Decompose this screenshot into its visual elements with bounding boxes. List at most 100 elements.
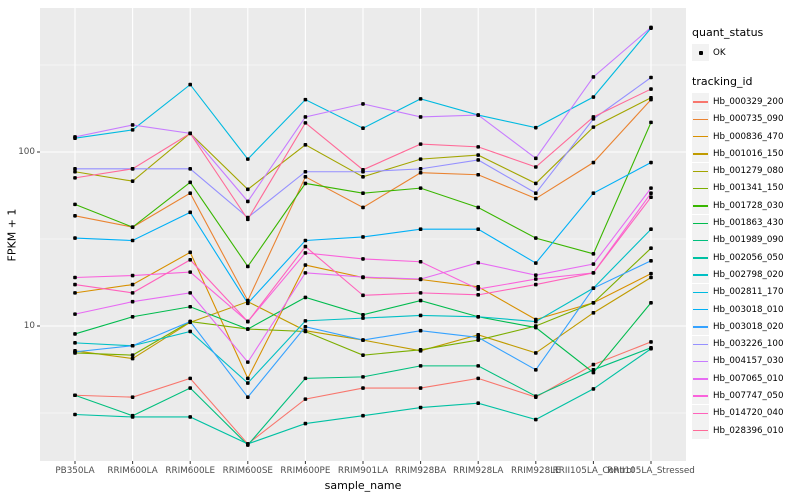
data-point xyxy=(73,236,77,240)
data-point xyxy=(534,319,538,324)
legend-item-Hb_001279_080: Hb_001279_080 xyxy=(692,162,798,180)
line-swatch-icon xyxy=(692,335,709,353)
data-point xyxy=(246,217,250,222)
x-tick-label: RRIM600SE xyxy=(222,466,273,476)
data-point xyxy=(649,275,653,280)
data-point xyxy=(649,75,653,80)
data-point xyxy=(361,102,365,106)
data-point xyxy=(73,332,77,336)
line-swatch-icon xyxy=(692,283,709,301)
line-swatch-icon xyxy=(692,301,709,318)
data-point xyxy=(534,273,538,277)
data-point xyxy=(649,195,653,199)
data-point xyxy=(73,275,77,280)
data-point xyxy=(591,387,596,391)
legend-item-Hb_001016_150: Hb_001016_150 xyxy=(692,145,798,163)
data-point xyxy=(534,165,538,169)
line-swatch-icon xyxy=(692,93,709,111)
data-point xyxy=(361,413,365,418)
data-point xyxy=(534,351,538,355)
data-point xyxy=(188,180,192,185)
legend-item-label: Hb_003018_020 xyxy=(713,321,784,332)
line-swatch-icon xyxy=(692,231,709,249)
data-point xyxy=(476,153,480,157)
data-point xyxy=(130,282,135,287)
data-point xyxy=(361,205,365,210)
legend-item-Hb_004157_030: Hb_004157_030 xyxy=(692,352,798,370)
legend-key-line xyxy=(693,205,708,207)
data-point xyxy=(361,275,365,279)
data-point xyxy=(188,319,192,324)
data-point xyxy=(303,421,308,426)
x-tick-label: RRIM928LE xyxy=(510,466,561,476)
data-point xyxy=(418,347,423,352)
line-swatch-icon xyxy=(692,266,709,284)
data-point xyxy=(130,291,135,295)
data-point xyxy=(591,368,596,372)
legend-item-label: Hb_003018_010 xyxy=(713,304,784,315)
data-point xyxy=(361,126,365,131)
data-point xyxy=(591,286,596,290)
legend-item-label: Hb_002056_050 xyxy=(713,252,784,263)
data-point xyxy=(418,386,423,390)
line-swatch-icon xyxy=(692,197,709,215)
data-point xyxy=(73,202,77,207)
line-swatch-icon xyxy=(692,422,709,440)
data-point xyxy=(188,386,192,390)
legend-item-Hb_002811_170: Hb_002811_170 xyxy=(692,283,798,301)
data-point xyxy=(188,376,192,381)
data-point xyxy=(361,375,365,379)
legend-item-Hb_001728_030: Hb_001728_030 xyxy=(692,197,798,215)
data-point xyxy=(130,395,135,399)
data-point xyxy=(418,97,423,101)
data-point xyxy=(591,262,596,266)
data-point xyxy=(361,191,365,195)
legend-key-line xyxy=(693,222,708,224)
data-point xyxy=(591,311,596,315)
data-point xyxy=(591,95,596,99)
legend-item-label: OK xyxy=(713,47,726,58)
data-point xyxy=(649,227,653,232)
legend-item-Hb_000735_090: Hb_000735_090 xyxy=(692,110,798,128)
data-point xyxy=(649,160,653,165)
legend-key-line xyxy=(693,291,708,294)
data-point xyxy=(591,251,596,256)
data-point xyxy=(476,364,480,368)
data-point xyxy=(418,157,423,161)
data-point xyxy=(188,167,192,171)
data-point xyxy=(303,329,308,334)
x-tick-label: RRII105LA_Control xyxy=(552,466,635,476)
x-tick-label: RRII105LA_Stressed xyxy=(607,466,695,476)
data-point xyxy=(130,343,135,348)
x-tick-label: PB350LA xyxy=(55,466,95,476)
legend-item-label: Hb_001863_430 xyxy=(713,218,784,229)
data-point xyxy=(303,142,308,147)
x-tick-label: RRIM600PE xyxy=(280,466,331,476)
data-point xyxy=(130,225,135,229)
data-point xyxy=(130,299,135,304)
legend-key-line xyxy=(693,309,708,311)
legend-item-label: Hb_014720_040 xyxy=(713,408,784,419)
line-swatch-icon xyxy=(692,214,709,232)
data-point xyxy=(361,338,365,342)
data-point xyxy=(418,291,423,295)
data-point xyxy=(534,282,538,287)
data-point xyxy=(73,213,77,218)
data-point xyxy=(73,350,77,354)
legend: quant_status OK tracking_id Hb_000329_20… xyxy=(692,26,798,440)
data-point xyxy=(476,287,480,291)
data-point xyxy=(418,227,423,232)
data-point xyxy=(246,264,250,269)
legend-item-label: Hb_000836_470 xyxy=(713,131,784,142)
data-point xyxy=(418,167,423,171)
data-point xyxy=(130,123,135,127)
data-point xyxy=(476,376,480,381)
line-swatch-icon xyxy=(692,128,709,146)
data-point xyxy=(418,115,423,119)
data-point xyxy=(188,258,192,262)
legend-item-Hb_007747_050: Hb_007747_050 xyxy=(692,387,798,405)
data-point xyxy=(130,273,135,278)
data-point xyxy=(130,356,135,361)
legend-item-Hb_007065_010: Hb_007065_010 xyxy=(692,370,798,388)
data-point xyxy=(130,167,135,171)
